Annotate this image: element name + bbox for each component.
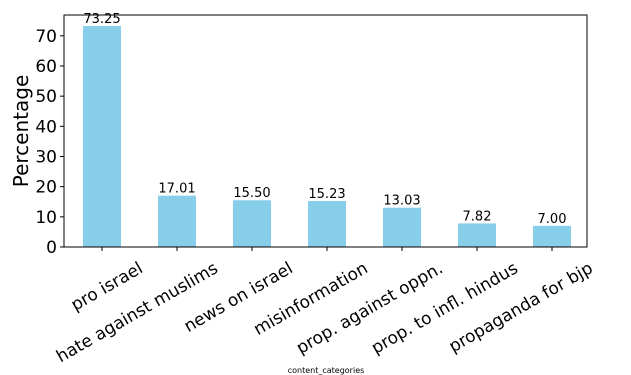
y-tick-label: 20 <box>35 178 57 198</box>
bar-value-label: 13.03 <box>383 194 420 209</box>
y-tick-label: 50 <box>35 87 57 107</box>
value-labels-group: 73.25 17.01 15.50 15.23 13.03 7.82 7.00 <box>83 12 566 227</box>
y-tick-label: 70 <box>35 27 57 47</box>
bar-value-label: 73.25 <box>83 12 120 27</box>
bar-value-label: 15.23 <box>308 187 345 202</box>
y-tick-label: 0 <box>46 238 57 258</box>
bar <box>233 200 271 247</box>
y-tick-label: 10 <box>35 208 57 228</box>
y-axis-title: Percentage <box>9 75 33 188</box>
y-tick-label: 40 <box>35 117 57 137</box>
bar-value-label: 17.01 <box>158 182 195 197</box>
x-axis-title: content_categories <box>288 366 365 375</box>
bar <box>158 195 196 247</box>
bars-group <box>83 26 571 247</box>
bar <box>458 223 496 247</box>
bar-value-label: 15.50 <box>233 186 270 201</box>
bar <box>533 225 571 247</box>
y-axis-ticks: 0 10 20 30 40 50 60 70 <box>35 27 64 258</box>
x-tick-label: propaganda for bjp <box>446 258 597 357</box>
plot-frame <box>63 14 588 248</box>
bar <box>308 201 346 247</box>
y-tick-label: 30 <box>35 147 57 167</box>
y-tick-label: 60 <box>35 57 57 77</box>
bar <box>83 26 121 247</box>
bar-value-label: 7.82 <box>463 209 492 224</box>
bar <box>383 207 421 247</box>
bar-value-label: 7.00 <box>538 212 567 227</box>
